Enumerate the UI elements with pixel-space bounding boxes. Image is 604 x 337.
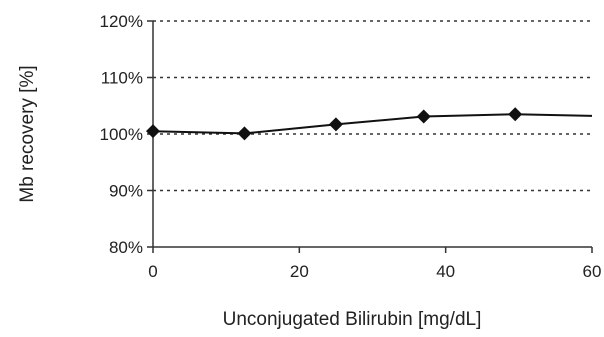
gridlines — [153, 20, 592, 192]
x-tick-label: 20 — [290, 262, 309, 281]
y-tick-label: 100% — [100, 125, 143, 144]
data-point-diamond — [508, 107, 523, 122]
y-axis-title: Mb recovery [%] — [17, 65, 38, 202]
data-point-diamond — [237, 126, 252, 141]
y-tick-label: 80% — [109, 238, 143, 257]
data-point-diamond — [146, 124, 160, 139]
y-axis-ticks: 80% 90% 100% 110% 120% — [100, 12, 153, 257]
y-tick-label: 90% — [109, 182, 143, 201]
x-tick-label: 40 — [436, 262, 455, 281]
series-group — [146, 107, 593, 141]
y-tick-label: 120% — [100, 12, 143, 31]
data-point-diamond — [416, 109, 431, 124]
series-line — [152, 113, 593, 135]
x-axis-ticks: 0 20 40 60 — [148, 247, 601, 281]
data-point-diamond — [328, 117, 343, 132]
x-tick-label: 0 — [148, 262, 157, 281]
x-tick-label: 60 — [583, 262, 602, 281]
y-tick-label: 110% — [101, 69, 143, 88]
x-axis-title: Unconjugated Bilirubin [mg/dL] — [223, 309, 482, 330]
